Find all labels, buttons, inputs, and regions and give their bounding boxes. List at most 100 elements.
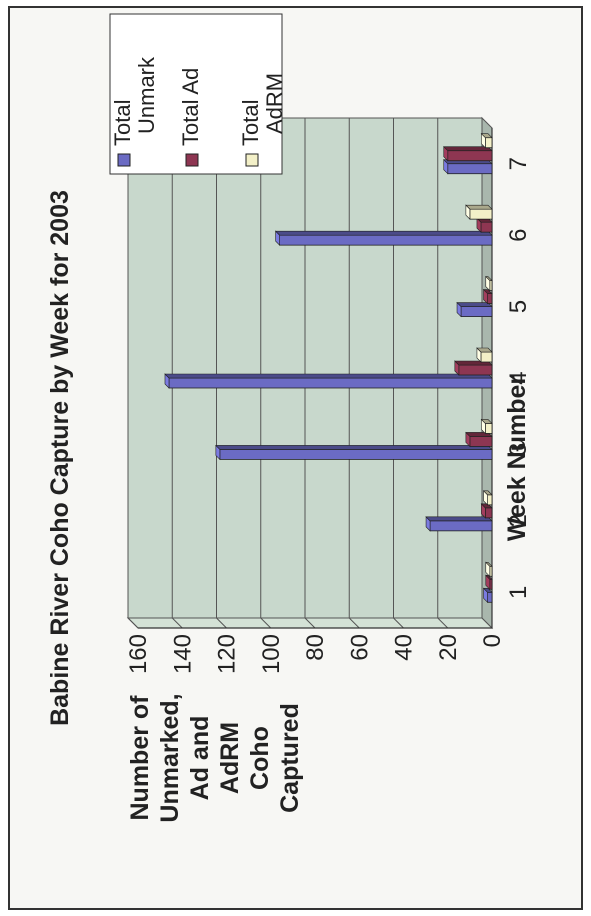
y-axis-label-line: AdRM <box>216 722 244 794</box>
bar <box>425 516 493 532</box>
gridline <box>348 118 360 629</box>
bar-front <box>219 449 493 460</box>
bar-front <box>447 163 493 175</box>
y-axis-label-line: Coho <box>246 726 274 790</box>
bar-front <box>484 507 493 519</box>
bar-side <box>476 347 493 353</box>
chart-title: Babine River Coho Capture by Week for 20… <box>46 190 74 726</box>
bar-side <box>164 373 493 379</box>
bar <box>485 574 493 591</box>
bar <box>456 301 493 318</box>
legend-swatch <box>117 153 131 167</box>
y-tick-label: 60 <box>346 634 373 661</box>
legend-swatch <box>185 153 199 167</box>
bar-front <box>489 565 493 577</box>
bar <box>480 418 493 435</box>
bar <box>274 230 493 246</box>
bar-front <box>469 208 493 220</box>
gridline <box>127 118 139 629</box>
bar <box>485 275 493 292</box>
y-tick-label: 160 <box>125 634 152 674</box>
y-axis-label-line: Unmarked, <box>156 693 184 822</box>
bar-front <box>168 377 493 389</box>
bar-side <box>465 204 493 210</box>
bar-side <box>482 587 493 593</box>
plot-area: 0 20 40 60 80 100 120 140 160 1 2 3 4 5 6 7 <box>125 116 532 674</box>
bar-side <box>425 516 493 522</box>
bar <box>482 587 493 604</box>
legend-entry: Total <box>238 100 263 146</box>
bar-front <box>480 221 493 233</box>
bar <box>164 373 493 389</box>
gridline <box>393 118 404 629</box>
x-tick-label: 4 <box>505 371 532 384</box>
bar <box>215 444 493 461</box>
bar-side <box>215 445 493 450</box>
bar-front <box>484 137 493 149</box>
x-tick-label: 7 <box>505 157 532 170</box>
bar <box>482 288 493 305</box>
legend-entry: Unmark <box>134 56 159 134</box>
y-tick-label: 100 <box>258 634 285 674</box>
legend-swatch <box>245 153 259 167</box>
y-axis-label-line: Captured <box>276 703 304 813</box>
bar-front <box>447 150 493 162</box>
legend-entry: Total <box>110 100 135 146</box>
bar-side <box>485 276 493 281</box>
legend-box <box>109 13 283 175</box>
gridline <box>304 118 316 629</box>
x-tick-label: 2 <box>505 514 532 527</box>
bar-front <box>489 280 493 291</box>
bar-side <box>480 133 493 139</box>
y-axis-label-line: Ad and <box>186 716 214 801</box>
legend-entry: Total Ad <box>178 68 203 146</box>
x-tick-label: 5 <box>505 300 532 313</box>
bar-front <box>460 306 493 317</box>
x-axis-label: Week Number <box>503 375 531 542</box>
bar-front <box>487 591 493 603</box>
y-axis-label: Number of Unmarked, Ad and AdRM Coho Captured <box>126 693 304 822</box>
bar-side <box>482 289 493 294</box>
y-tick-label: 80 <box>302 634 329 661</box>
bar <box>465 204 493 220</box>
legend-entry: AdRM <box>262 73 287 134</box>
gridline <box>437 118 449 629</box>
bar-front <box>469 436 493 447</box>
y-tick-label: 40 <box>391 634 418 661</box>
x-tick-label: 1 <box>505 586 532 599</box>
y-tick-label: 120 <box>214 634 241 674</box>
bar-front <box>480 351 493 363</box>
bar-side <box>274 230 493 236</box>
bar <box>443 158 493 175</box>
bar-front <box>484 423 493 434</box>
bar-side <box>482 490 493 496</box>
bar-side <box>485 574 493 580</box>
bar <box>480 132 493 149</box>
bar-front <box>279 234 493 246</box>
bar <box>443 145 493 162</box>
bar <box>454 360 493 376</box>
legend: Total Unmark Total Ad Total AdRM <box>109 13 287 175</box>
gridline <box>216 118 227 629</box>
x-tick-label: 6 <box>505 228 532 241</box>
y-tick-label: 0 <box>479 634 506 647</box>
bar <box>476 347 493 363</box>
bar <box>482 490 493 506</box>
y-tick-label: 20 <box>435 634 462 661</box>
bar-front <box>429 520 493 532</box>
y-axis-label-line: Number of <box>126 695 154 821</box>
bar-side <box>480 419 493 424</box>
bar-side <box>485 561 493 567</box>
bar-front <box>487 494 493 506</box>
y-tick-label: 140 <box>169 634 196 674</box>
bar <box>485 561 493 578</box>
bar <box>476 217 493 233</box>
x-tick-label: 3 <box>505 443 532 456</box>
bar <box>465 431 493 448</box>
gridline <box>260 118 272 629</box>
bar-front <box>487 293 493 304</box>
bar <box>480 503 493 519</box>
gridline <box>171 118 183 629</box>
bar-front <box>458 364 493 376</box>
